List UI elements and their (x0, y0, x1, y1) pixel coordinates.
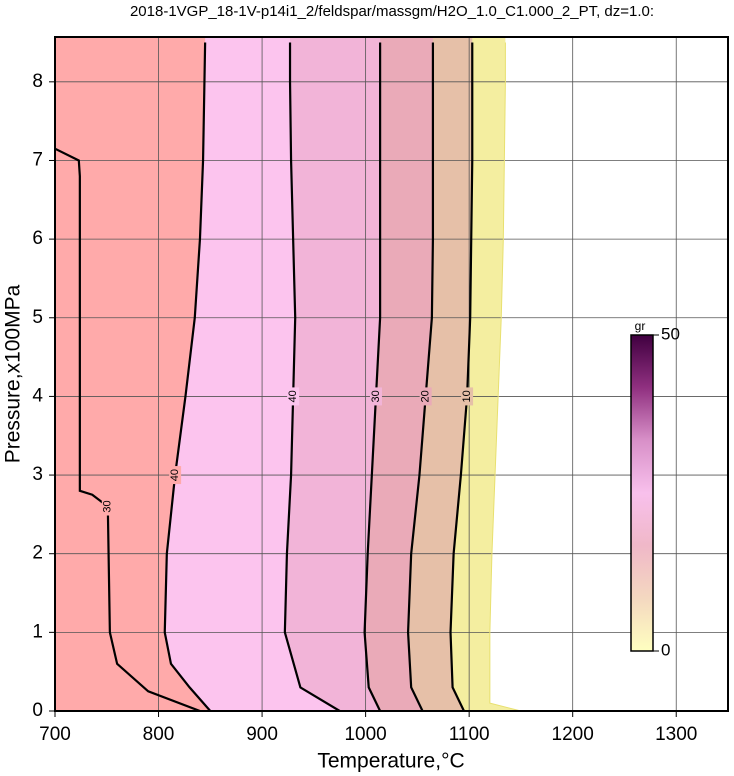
label-bg (419, 387, 432, 406)
y-tick-label: 4 (32, 385, 43, 406)
x-tick-label: 1200 (552, 724, 594, 745)
plot-frame (54, 36, 729, 712)
label-bg (169, 466, 182, 485)
contour-label: 10 (461, 390, 473, 402)
contour-label: 30 (102, 500, 114, 512)
grid: 700 800 900 1000 1100 1200 1300 0 1 2 3 4 5 6 7 8 (32, 37, 728, 745)
label-bg (287, 387, 300, 406)
y-tick-label: 3 (32, 464, 43, 485)
contours: 30 40 40 30 20 10 (55, 42, 522, 711)
y-tick-label: 7 (32, 149, 43, 170)
contour-label: 40 (169, 469, 181, 481)
x-tick-label: 900 (246, 724, 278, 745)
contour-line (55, 147, 201, 711)
label-bg (369, 387, 382, 406)
label-bg (101, 497, 114, 516)
y-tick-label: 6 (32, 228, 43, 249)
colorbar-label: gr (635, 319, 646, 333)
contour-label: 40 (287, 390, 299, 402)
x-axis-label: Temperature,°C (317, 750, 464, 773)
y-tick-label: 1 (32, 621, 43, 642)
contour-band (55, 37, 211, 711)
colorbar-scale (630, 334, 654, 652)
contour-label: 20 (420, 390, 432, 402)
colorbar-tick-label: 50 (661, 324, 680, 343)
y-tick-label: 0 (32, 700, 43, 721)
x-tick-label: 1000 (344, 724, 386, 745)
colorbar: gr 0 50 (630, 319, 680, 659)
label-bg (461, 387, 474, 406)
x-tick-label: 700 (39, 724, 71, 745)
y-axis-label: Pressure,x100MPa (2, 284, 25, 463)
x-tick-label: 1300 (655, 724, 697, 745)
contour-label: 30 (370, 390, 382, 402)
y-tick-label: 2 (32, 543, 43, 564)
chart-title: 2018-1VGP_18-1V-p14i1_2/feldspar/massgm/… (130, 3, 654, 20)
y-tick-label: 8 (32, 71, 43, 92)
x-tick-label: 1100 (449, 724, 490, 745)
x-tick-label: 800 (143, 724, 175, 745)
y-tick-label: 5 (32, 307, 43, 328)
contour-line (489, 42, 522, 711)
colorbar-tick-label: 0 (661, 640, 670, 659)
